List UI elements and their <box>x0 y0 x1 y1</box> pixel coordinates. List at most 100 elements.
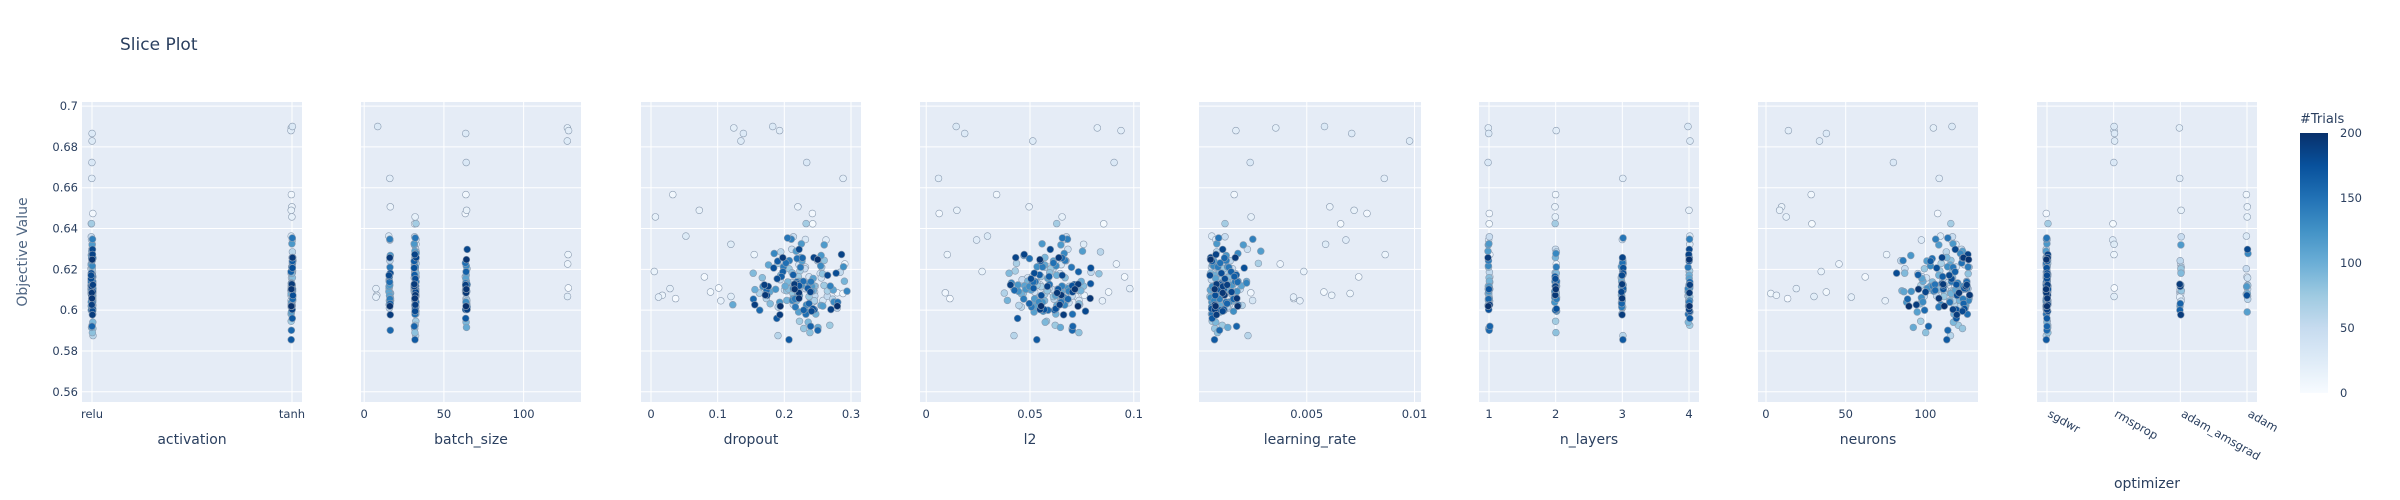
trial-point[interactable] <box>1005 269 1013 277</box>
trial-point[interactable] <box>1217 269 1226 277</box>
trial-point[interactable] <box>1055 301 1064 309</box>
trial-point[interactable] <box>802 219 810 228</box>
trial-point[interactable] <box>807 278 815 286</box>
trial-point[interactable] <box>1618 294 1626 303</box>
trial-point[interactable] <box>410 264 418 272</box>
trial-point[interactable] <box>781 282 789 290</box>
trial-point[interactable] <box>1240 264 1248 272</box>
trial-point[interactable] <box>1945 271 1954 279</box>
trial-point[interactable] <box>462 314 470 323</box>
trial-point[interactable] <box>1552 249 1560 258</box>
trial-point[interactable] <box>1940 302 1949 310</box>
trial-point[interactable] <box>805 299 813 308</box>
trial-point[interactable] <box>1216 259 1224 267</box>
trial-point[interactable] <box>2109 220 2117 228</box>
trial-point[interactable] <box>462 190 470 199</box>
trial-point[interactable] <box>288 264 297 272</box>
trial-point[interactable] <box>89 209 97 218</box>
trial-point[interactable] <box>799 306 808 314</box>
trial-point[interactable] <box>1617 288 1626 296</box>
trial-point[interactable] <box>2042 234 2051 242</box>
trial-point[interactable] <box>739 129 748 138</box>
trial-point[interactable] <box>1484 247 1492 255</box>
trial-point[interactable] <box>799 324 808 333</box>
trial-point[interactable] <box>1086 294 1094 303</box>
trial-point[interactable] <box>1019 295 1028 303</box>
trial-point[interactable] <box>88 311 97 319</box>
trial-point[interactable] <box>1099 220 1108 228</box>
trial-point[interactable] <box>1920 265 1929 273</box>
trial-point[interactable] <box>1075 328 1083 337</box>
trial-point[interactable] <box>737 137 745 145</box>
trial-point[interactable] <box>1233 278 1242 286</box>
trial-point[interactable] <box>776 302 784 310</box>
trial-point[interactable] <box>1010 331 1018 340</box>
trial-point[interactable] <box>1055 254 1063 262</box>
trial-point[interactable] <box>1783 294 1792 303</box>
trial-point[interactable] <box>1835 260 1843 268</box>
trial-point[interactable] <box>1485 285 1493 293</box>
trial-point[interactable] <box>1087 264 1095 272</box>
trial-point[interactable] <box>89 281 97 289</box>
trial-point[interactable] <box>1224 323 1232 332</box>
trial-point[interactable] <box>1810 292 1818 301</box>
trial-point[interactable] <box>1096 248 1105 256</box>
trial-point[interactable] <box>813 255 822 264</box>
trial-point[interactable] <box>1955 289 1963 297</box>
trial-point[interactable] <box>1120 273 1129 281</box>
trial-point[interactable] <box>287 302 295 310</box>
trial-point[interactable] <box>1220 254 1229 262</box>
trial-point[interactable] <box>1792 284 1801 293</box>
trial-point[interactable] <box>785 336 793 344</box>
trial-point[interactable] <box>1232 322 1241 330</box>
trial-point[interactable] <box>960 129 969 138</box>
trial-point[interactable] <box>779 254 787 262</box>
trial-point[interactable] <box>2110 129 2119 138</box>
trial-point[interactable] <box>775 126 784 135</box>
trial-point[interactable] <box>1485 233 1494 241</box>
trial-point[interactable] <box>2176 257 2184 265</box>
trial-point[interactable] <box>795 317 804 325</box>
trial-point[interactable] <box>1817 267 1825 276</box>
trial-point[interactable] <box>1919 298 1927 306</box>
trial-point[interactable] <box>1949 305 1957 314</box>
trial-point[interactable] <box>386 254 394 262</box>
trial-point[interactable] <box>1847 293 1856 301</box>
trial-point[interactable] <box>1248 296 1257 305</box>
trial-point[interactable] <box>1686 137 1694 145</box>
trial-point[interactable] <box>1958 307 1967 315</box>
trial-point[interactable] <box>1484 254 1492 262</box>
trial-point[interactable] <box>1029 284 1038 292</box>
trial-point[interactable] <box>2110 284 2119 292</box>
trial-point[interactable] <box>1772 291 1781 299</box>
trial-point[interactable] <box>1246 158 1254 167</box>
trial-point[interactable] <box>749 269 757 277</box>
trial-point[interactable] <box>1951 245 1960 254</box>
trial-point[interactable] <box>2043 314 2051 323</box>
trial-point[interactable] <box>839 263 848 271</box>
trial-point[interactable] <box>1036 255 1044 264</box>
trial-point[interactable] <box>1900 288 1908 296</box>
trial-point[interactable] <box>1046 245 1055 254</box>
trial-point[interactable] <box>1058 234 1067 242</box>
trial-point[interactable] <box>952 122 960 131</box>
trial-point[interactable] <box>372 293 380 301</box>
trial-point[interactable] <box>1098 297 1107 305</box>
trial-point[interactable] <box>1223 299 1231 308</box>
trial-point[interactable] <box>1025 299 1034 308</box>
trial-point[interactable] <box>386 302 394 310</box>
trial-point[interactable] <box>1552 305 1561 313</box>
trial-point[interactable] <box>88 294 96 303</box>
trial-point[interactable] <box>2044 219 2052 228</box>
trial-point[interactable] <box>843 287 851 295</box>
trial-point[interactable] <box>2243 282 2251 291</box>
trial-point[interactable] <box>288 213 296 221</box>
trial-point[interactable] <box>1685 206 1693 215</box>
trial-point[interactable] <box>790 285 799 293</box>
trial-point[interactable] <box>1057 241 1065 249</box>
trial-point[interactable] <box>730 124 738 132</box>
trial-point[interactable] <box>1685 289 1694 297</box>
trial-point[interactable] <box>1935 241 1943 249</box>
trial-point[interactable] <box>992 190 1001 199</box>
trial-point[interactable] <box>1086 280 1095 288</box>
